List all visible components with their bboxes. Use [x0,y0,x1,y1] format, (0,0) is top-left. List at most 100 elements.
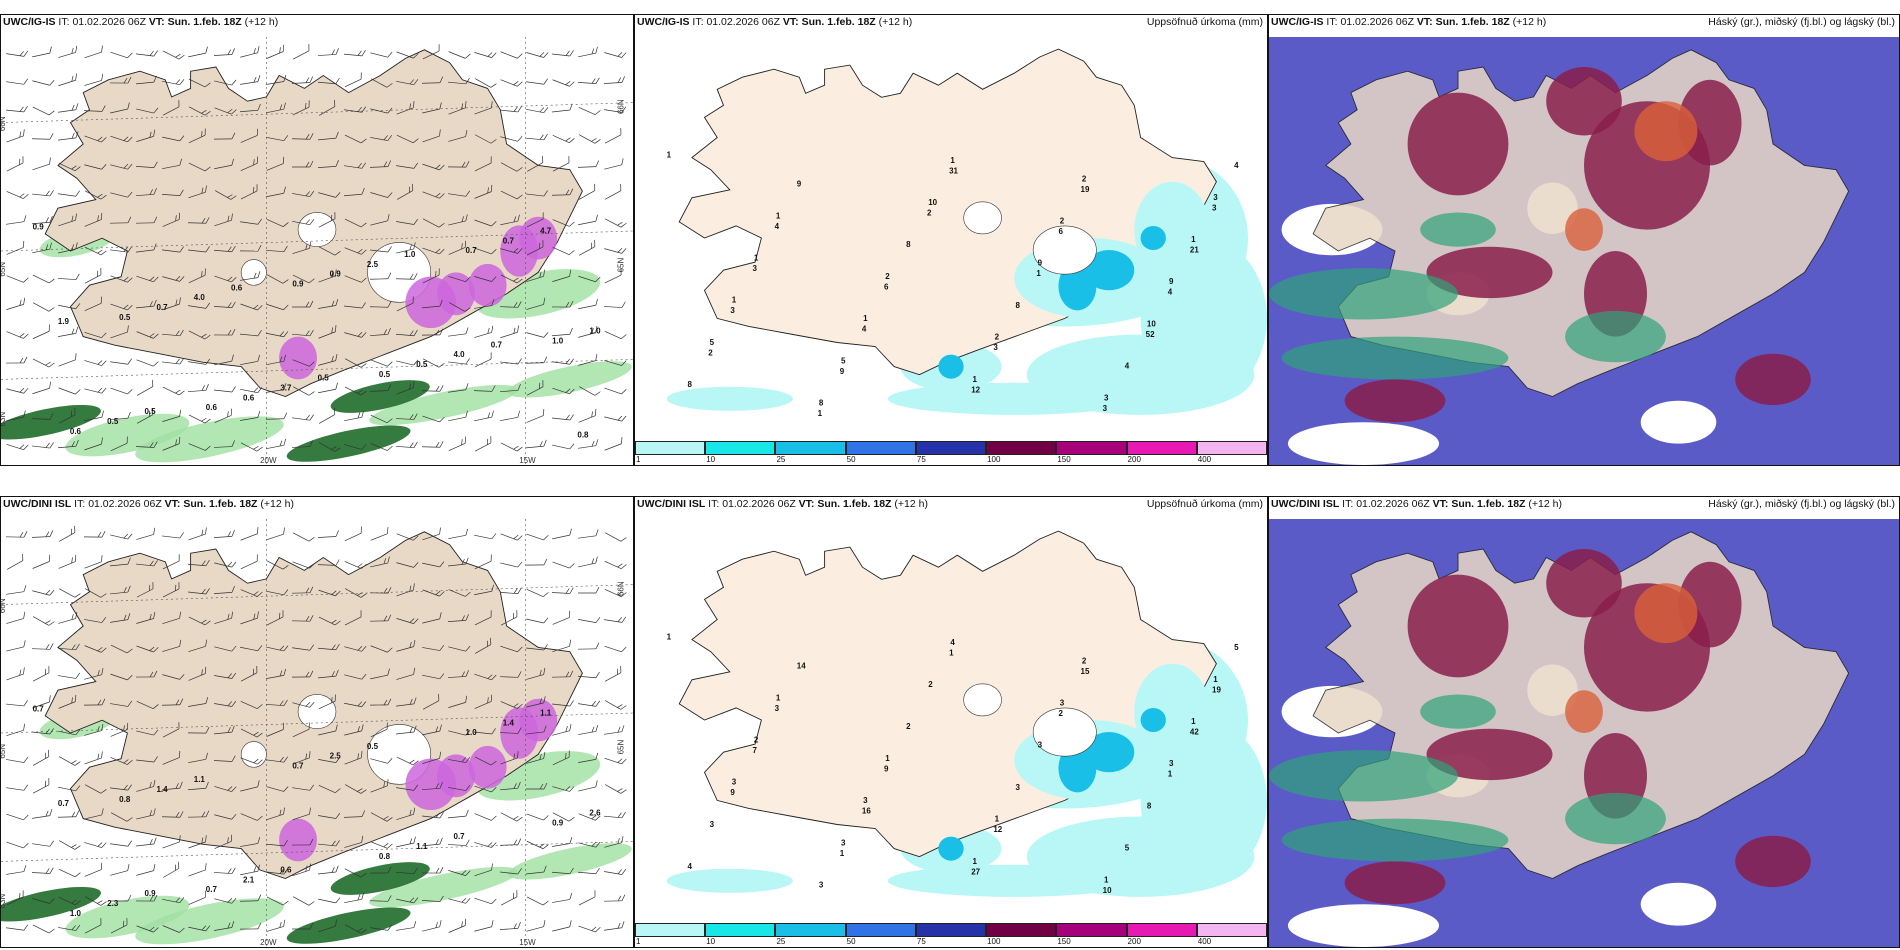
wind-barb [448,358,470,365]
wind-barb [552,443,575,450]
wind-barb [84,45,103,59]
precip-value: 1 [995,815,1000,824]
colorbar-label: 75 [916,455,926,464]
precip-value: 9 [1038,259,1043,268]
wind-barb [240,218,263,225]
wind-barb [578,386,601,396]
map-canvas [1269,37,1899,465]
grid-label: 20W [260,456,277,465]
precip-value: 0.8 [119,795,131,804]
wind-barb [319,407,336,424]
wind-barb [240,589,263,597]
lead-time: (+12 h) [1512,16,1547,28]
wind-barb [474,694,492,709]
wind-barb [188,330,211,340]
mid-cloud [1269,268,1458,320]
wind-barb [213,586,235,594]
wind-barb [84,842,107,848]
wind-barb [344,701,367,708]
precip-value: 1 [776,693,781,702]
wind-barb [474,610,492,626]
precip-value: 2.3 [107,899,119,908]
panel-header: UWC/DINI ISL IT: 01.02.2026 06Z VT: Sun.… [3,498,294,510]
wind-barb [526,865,547,875]
snowfall-area [519,698,558,742]
colorbar-swatch [705,923,776,937]
wind-barb [448,809,469,819]
wind-barb [448,327,469,337]
wind-barb [58,73,77,87]
wind-barb [578,183,596,200]
wind-barb [474,219,497,227]
wind-barb [136,331,159,339]
precip-value: 0.5 [379,370,391,379]
wind-barb [239,922,262,930]
precip-light [887,864,1141,897]
wind-barb [266,560,289,570]
wind-barb [500,890,518,906]
wind-barb [32,324,50,340]
wind-barb [499,922,521,930]
wind-barb [32,666,50,682]
wind-barb [526,617,549,624]
wind-barb [214,275,237,283]
wind-barb [447,161,470,168]
wind-barb [396,162,419,169]
wind-barb [526,332,549,338]
wind-barb [344,588,367,598]
wind-barb [526,533,549,541]
precip-value: 0.9 [552,818,564,827]
wind-barb [578,439,599,449]
colorbar-label: 400 [1197,455,1212,464]
precip-value: 4 [687,862,692,871]
model-label: UWC/IG-IS [3,16,56,28]
wind-barb [188,443,211,451]
wind-barb [370,779,389,793]
wind-barb [6,275,29,283]
precip-value: 1 [776,211,781,220]
map-canvas: 1111112312133433332384142355391210197162… [635,519,1267,921]
wind-barb [6,553,24,570]
wind-barb [527,155,544,172]
precip-value: 3 [775,704,780,713]
colorbar-label: 25 [776,455,786,464]
wind-barb [499,838,522,846]
wind-barb [396,697,417,707]
vt-prefix: VT: [798,498,815,510]
wind-barb [448,645,471,652]
wind-barb [474,728,496,735]
clear-sky-gap [1640,400,1717,444]
model-label: UWC/DINI ISL [3,498,72,510]
wind-barb [292,274,315,284]
grid-label: 63N [1,894,7,909]
wind-barb [604,532,627,542]
precip-value: 1.0 [404,250,416,259]
vt-value: Sun. 1.feb. 18Z [1435,16,1510,28]
panel-header: UWC/DINI ISL IT: 01.02.2026 06Z VT: Sun.… [1271,498,1562,510]
precip-value: 10 [1147,319,1156,328]
wind-barb [318,382,338,394]
wind-barb [344,358,367,368]
wind-barb [213,328,236,336]
wind-barb [370,924,393,931]
colorbar-swatch [845,923,916,937]
wind-barb [58,162,81,172]
wind-barb [499,727,522,734]
precip-value: 9 [797,180,802,189]
wind-barb [552,700,574,707]
wind-barb [422,673,445,680]
clear-sky-gap [1287,904,1440,947]
it-value: 01.02.2026 06Z [722,498,796,510]
colorbar-label: 100 [987,937,1001,946]
precip-value: 0.7 [454,832,466,841]
panel-header: UWC/IG-IS IT: 01.02.2026 06Z VT: Sun. 1.… [637,16,912,28]
precip-value: 1 [1036,269,1041,278]
map-area: 1 1 1 1 1 1 2 3 1 2 1 3 3 4 3 3 3 3 2 3 8 4 14 2 3 5 5 3 9 12 10 19 7 16 2… [635,519,1267,921]
wind-barb [447,670,469,678]
clear-sky-gap [1287,422,1440,465]
wind-barb [396,667,416,680]
wind-barb [6,585,27,595]
wind-barb [422,527,441,541]
wind-barb [292,414,314,421]
wind-barb [474,842,497,848]
